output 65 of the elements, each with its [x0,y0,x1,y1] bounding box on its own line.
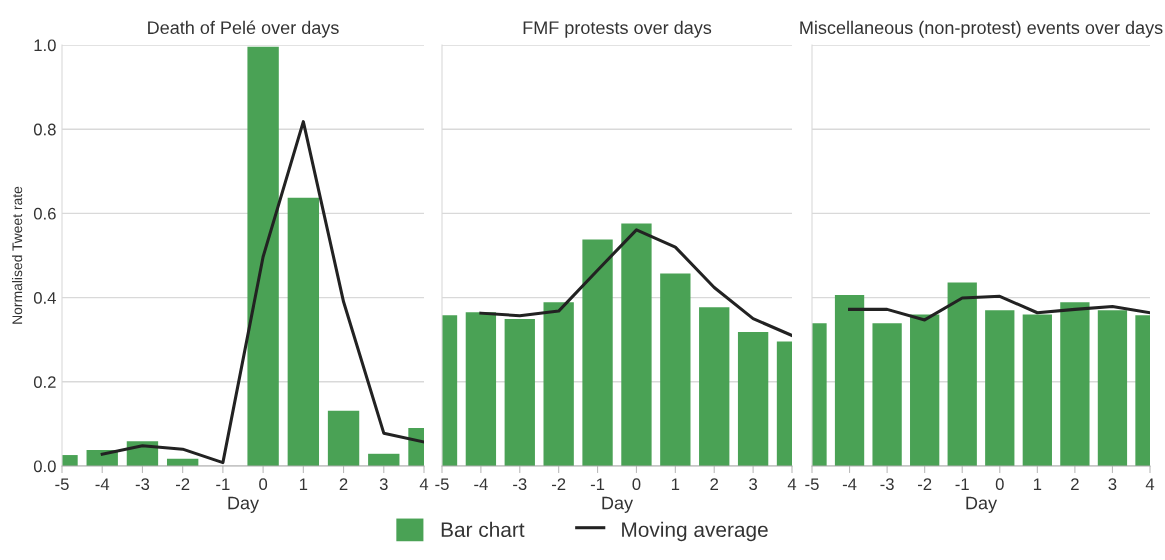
x-tick-label: -1 [590,478,605,490]
y-tick-label: 0.4 [33,292,56,304]
bar [872,323,902,466]
x-tick-label: -5 [55,478,69,491]
x-tick-label: -5 [435,478,449,491]
x-tick-label: -3 [135,478,150,491]
legend-label: Moving average [622,521,768,542]
bar [985,310,1015,466]
x-tick-label: -4 [474,478,488,490]
x-tick-label: 0 [632,478,641,491]
bar [582,239,613,466]
bar [543,302,574,466]
y-tick-label: 0.0 [33,460,56,473]
x-tick-label: -3 [880,478,894,491]
chart-title: FMF protests over days [523,20,712,38]
x-tick-label: 3 [749,478,758,491]
bar [910,314,940,466]
x-tick-label: -2 [918,478,932,490]
bar [1097,310,1128,466]
x-axis-title: Day [966,496,998,513]
chart-title: Death of Pelé over days [148,20,339,38]
x-tick-label: 1 [1033,478,1042,490]
x-tick-label: 2 [710,478,719,490]
y-axis-title: Normalised Tweet rate [12,186,23,324]
bar [947,282,977,466]
x-tick-label: 1 [299,478,308,490]
bar [834,295,865,466]
x-tick-label: -2 [176,478,190,490]
x-tick-label: 3 [379,478,388,491]
x-tick-label: -4 [95,478,110,490]
x-tick-label: 3 [1108,478,1117,491]
x-tick-label: 2 [1071,478,1079,490]
line-series [100,120,424,465]
bar [1022,314,1052,466]
x-tick-label: -3 [513,478,527,491]
x-tick-label: 4 [419,478,429,490]
bar [621,223,652,466]
x-tick-label: -1 [216,478,230,490]
x-tick-label: 4 [787,478,797,490]
y-tick-label: 1.0 [34,39,56,52]
legend-label: Bar chart [441,521,525,538]
bar [327,410,360,466]
x-axis-title: Day [228,496,260,513]
x-tick-label: -2 [552,478,566,490]
bar [737,332,769,466]
x-tick-label: -1 [955,478,969,490]
x-tick-label: 0 [995,478,1004,491]
y-tick-label: 0.8 [33,123,56,136]
bar [504,319,535,466]
x-tick-label: 0 [259,478,268,491]
x-tick-label: 2 [339,478,348,490]
bar [465,312,497,466]
bar [1060,302,1090,466]
bar [287,197,320,466]
chart-title: Miscellaneous (non-protest) events over days [800,20,1163,38]
x-tick-label: 4 [1145,478,1155,490]
x-axis-title: Day [602,496,634,513]
bar [699,307,730,466]
y-tick-label: 0.2 [33,376,56,388]
y-tick-label: 0.6 [33,207,56,220]
x-tick-label: 1 [671,478,680,490]
x-tick-label: -5 [805,478,819,491]
bar [660,273,691,466]
x-tick-label: -4 [842,478,857,490]
bar [247,46,279,466]
